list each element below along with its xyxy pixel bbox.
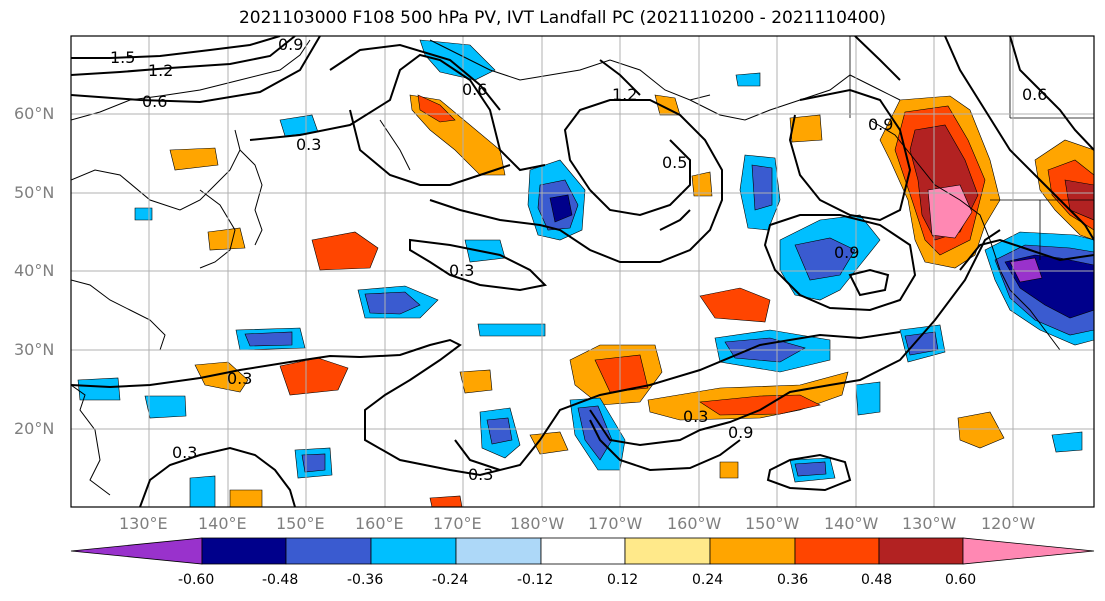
contour-label: 0.9 <box>728 423 753 442</box>
contour-label: 0.6 <box>1022 85 1047 104</box>
map-frame <box>70 35 1095 508</box>
contour-labels: 1.5 1.2 0.6 0.3 0.9 0.3 0.3 0.3 0.3 0.3 … <box>110 35 1047 484</box>
colorbar-tick-label: 0.60 <box>945 572 977 588</box>
colorbar-tick-label: 0.36 <box>777 572 809 588</box>
colorbar-segment <box>285 537 372 565</box>
contour-label: 1.2 <box>612 85 637 104</box>
colorbar-segment <box>455 537 542 565</box>
colorbar <box>70 537 1095 565</box>
lon-label: 160°E <box>355 514 404 533</box>
contour-label: 0.3 <box>172 443 197 462</box>
colorbar-tick-label: 0.24 <box>692 572 724 588</box>
lat-label-30n: 30°N <box>14 340 55 359</box>
contour-label: 0.3 <box>449 261 474 280</box>
map-title: 2021103000 F108 500 hPa PV, IVT Landfall… <box>238 8 886 28</box>
contour-label: 0.9 <box>834 243 859 262</box>
shaded-field <box>77 39 1094 507</box>
contour-label: 0.3 <box>296 135 321 154</box>
colorbar-segment <box>370 537 457 565</box>
lat-label-20n: 20°N <box>14 419 55 438</box>
contour-label: 1.2 <box>148 61 173 80</box>
lon-label: 160°W <box>667 514 722 533</box>
colorbar-tick-label: -0.12 <box>517 572 554 588</box>
contour-label: 0.9 <box>868 115 893 134</box>
contour-label: 0.9 <box>278 35 303 54</box>
lon-label: 140°E <box>198 514 247 533</box>
lon-label: 150°W <box>745 514 800 533</box>
lon-label: 120°W <box>981 514 1036 533</box>
lat-label-50n: 50°N <box>14 183 55 202</box>
colorbar-tick-label: -0.36 <box>347 572 384 588</box>
lon-label: 150°E <box>276 514 325 533</box>
lon-label: 140°W <box>824 514 879 533</box>
colorbar-segment <box>794 537 880 565</box>
colorbar-tick-label: -0.48 <box>262 572 299 588</box>
lon-label: 130°E <box>119 514 168 533</box>
lon-label: 170°E <box>433 514 482 533</box>
colorbar-tick-label: -0.24 <box>432 572 469 588</box>
lat-label-60n: 60°N <box>14 104 55 123</box>
contour-label: 0.3 <box>683 407 708 426</box>
contour-label: 0.6 <box>142 92 167 111</box>
colorbar-tick-label: 0.48 <box>861 572 893 588</box>
colorbar-segment <box>878 537 964 565</box>
colorbar-tick-label: 0.12 <box>607 572 639 588</box>
contour-label: 0.3 <box>468 465 493 484</box>
lon-label: 170°W <box>588 514 643 533</box>
contour-label: 0.6 <box>462 80 487 99</box>
lat-label-40n: 40°N <box>14 261 55 280</box>
coastlines <box>71 39 1061 496</box>
map-plot-area: 1.5 1.2 0.6 0.3 0.9 0.3 0.3 0.3 0.3 0.3 … <box>71 35 1094 507</box>
colorbar-segment <box>624 537 711 565</box>
colorbar-segment <box>709 537 796 565</box>
colorbar-tick-label: -0.60 <box>178 572 215 588</box>
colorbar-extend-max <box>962 537 1095 565</box>
contour-label: 1.5 <box>110 48 135 67</box>
colorbar-segment <box>201 537 287 565</box>
contour-label: 0.5 <box>662 153 687 172</box>
pv-contours <box>71 36 1094 507</box>
lon-label: 130°W <box>902 514 957 533</box>
contour-label: 0.3 <box>227 369 252 388</box>
colorbar-extend-min <box>70 537 203 565</box>
colorbar-segment <box>540 537 626 565</box>
political-borders <box>849 36 1094 260</box>
lon-label: 180°W <box>510 514 565 533</box>
